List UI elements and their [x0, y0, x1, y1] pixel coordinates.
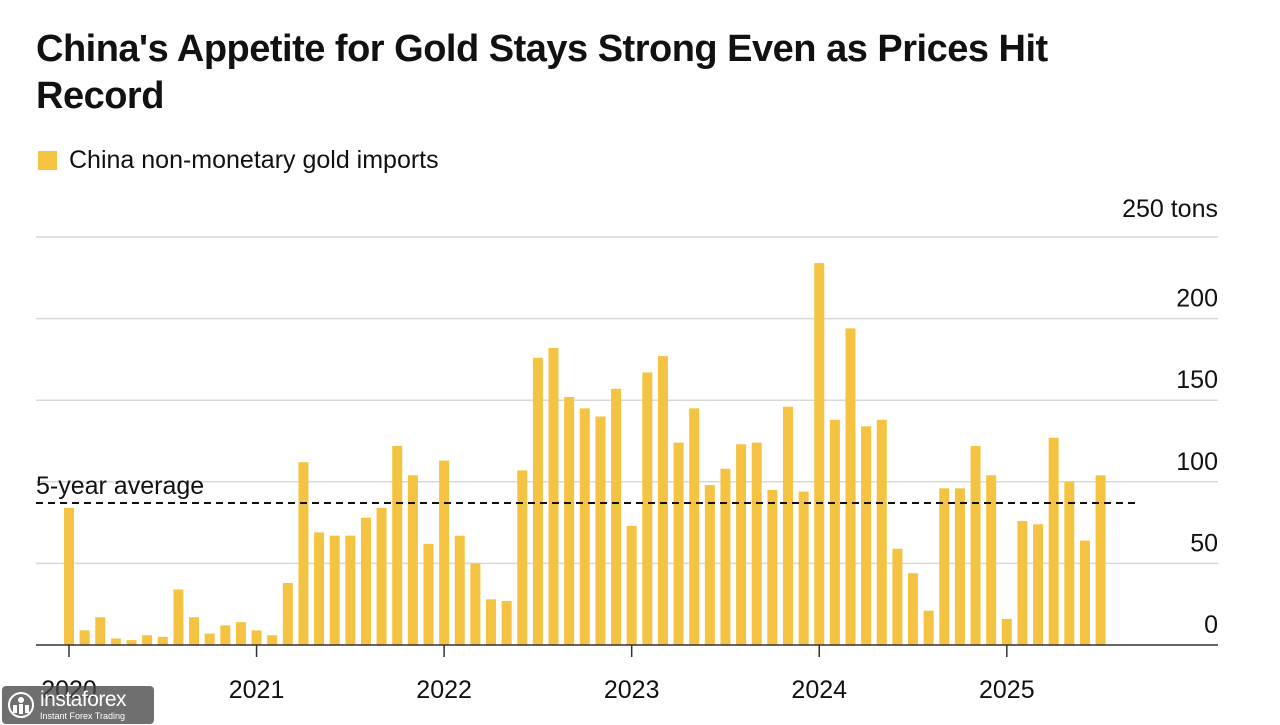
- bar: [704, 485, 715, 645]
- watermark-brand: instaforex: [40, 688, 127, 711]
- bar: [64, 507, 74, 645]
- bar: [908, 573, 919, 645]
- bar: [845, 328, 856, 645]
- bar: [876, 419, 887, 645]
- bar: [517, 470, 528, 645]
- x-tick-label: 2021: [229, 676, 285, 704]
- bar: [626, 525, 637, 645]
- bar: [501, 600, 512, 645]
- bar: [1001, 618, 1012, 645]
- y-tick-label: 100: [1176, 448, 1218, 476]
- bar: [1048, 437, 1059, 645]
- bar: [1064, 481, 1075, 645]
- y-tick-label: 50: [1190, 529, 1218, 557]
- legend-label: China non-monetary gold imports: [69, 146, 439, 174]
- bar: [360, 517, 371, 645]
- bar: [720, 468, 731, 645]
- bar: [923, 610, 934, 645]
- bar: [251, 630, 262, 645]
- bar: [532, 357, 543, 645]
- bar: [829, 419, 840, 645]
- bar: [423, 543, 434, 645]
- bar: [79, 630, 90, 645]
- bar: [782, 406, 793, 645]
- bar: [954, 488, 965, 645]
- bar: [95, 617, 106, 645]
- bar: [689, 408, 700, 645]
- bar: [892, 548, 903, 645]
- bar: [1079, 540, 1090, 645]
- x-tick-label: 2025: [979, 676, 1035, 704]
- instaforex-logo-icon: [8, 692, 34, 718]
- bar: [392, 445, 403, 645]
- bar: [298, 462, 309, 645]
- bar: [126, 640, 137, 645]
- bar: [736, 444, 747, 645]
- bar: [189, 617, 200, 645]
- x-tick-label: 2022: [416, 676, 472, 704]
- bar: [642, 372, 653, 645]
- bar: [142, 635, 153, 645]
- bar: [220, 625, 231, 645]
- bar: [204, 633, 215, 645]
- bar: [329, 535, 340, 645]
- bar: [439, 460, 450, 645]
- bar: [173, 589, 184, 645]
- bar: [345, 535, 356, 645]
- bar: [407, 475, 418, 645]
- x-tick-label: 2023: [604, 676, 660, 704]
- bar: [657, 356, 668, 645]
- y-tick-label: 200: [1176, 285, 1218, 313]
- bar: [611, 388, 622, 645]
- y-tick-label: 250 tons: [1122, 195, 1218, 223]
- bar: [267, 635, 278, 645]
- bar: [314, 532, 325, 645]
- x-tick-label: 2024: [791, 676, 847, 704]
- bar: [157, 636, 168, 645]
- bar: [798, 491, 809, 645]
- bar: [861, 426, 872, 645]
- y-tick-label: 0: [1204, 611, 1218, 639]
- bar: [282, 582, 293, 645]
- bar: [579, 408, 590, 645]
- bar: [939, 488, 950, 645]
- bar: [970, 445, 981, 645]
- bar: [376, 507, 387, 645]
- watermark: instaforex Instant Forex Trading: [2, 686, 154, 724]
- bar: [1017, 520, 1028, 645]
- watermark-tagline: Instant Forex Trading: [40, 711, 126, 721]
- chart-title: China's Appetite for Gold Stays Strong E…: [36, 28, 1048, 117]
- y-tick-label: 150: [1176, 366, 1218, 394]
- bar: [814, 263, 825, 645]
- average-label: 5-year average: [36, 472, 204, 500]
- bar: [110, 638, 121, 645]
- bar: [767, 489, 778, 645]
- bar: [486, 599, 497, 645]
- bar: [454, 535, 465, 645]
- bar: [1095, 475, 1106, 645]
- bar: [564, 396, 575, 645]
- bar: [751, 442, 762, 645]
- bar: [470, 563, 481, 645]
- bar: [595, 416, 606, 645]
- legend: China non-monetary gold imports: [38, 146, 439, 175]
- bar: [1033, 524, 1044, 645]
- legend-swatch: [38, 151, 57, 170]
- bar: [673, 442, 684, 645]
- bar: [548, 347, 559, 645]
- bar: [235, 622, 246, 645]
- bar: [986, 475, 997, 645]
